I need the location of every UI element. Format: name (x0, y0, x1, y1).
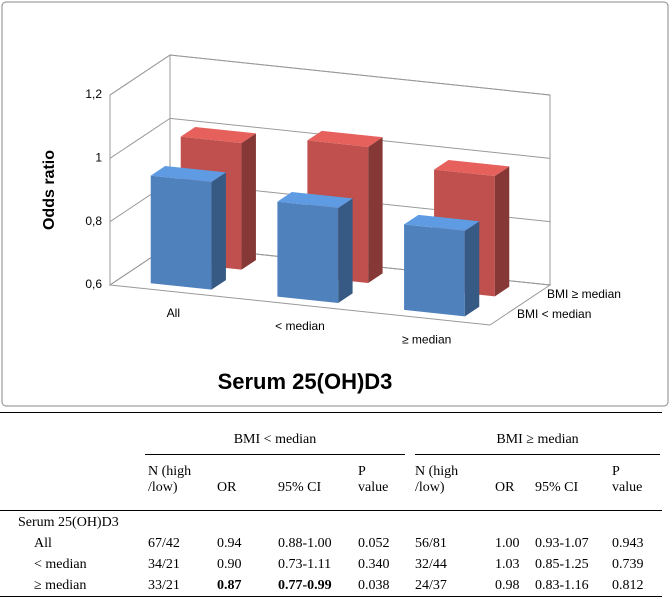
section-label: Serum 25(OH)D3 (18, 515, 119, 530)
cell: 34/21 (148, 557, 180, 572)
bar (404, 214, 480, 317)
bar-side (338, 198, 353, 303)
cell: 0.88-1.00 (278, 536, 332, 551)
cell: 0.87 (217, 578, 242, 593)
results-table: BMI < median BMI ≥ median N (high /low) OR 9… (0, 410, 672, 599)
cell: 0.812 (612, 578, 644, 593)
column-header: P value (612, 464, 643, 495)
column-header: P value (358, 464, 389, 495)
bar-front (150, 175, 212, 290)
cell: 56/81 (415, 536, 447, 551)
cell: 67/42 (148, 536, 180, 551)
cell: 0.340 (358, 557, 390, 572)
x-axis-label: Serum 25(OH)D3 (218, 369, 393, 394)
grid-line (109, 54, 551, 96)
x-tick-label: All (167, 306, 180, 320)
chart: Odds ratio Serum 25(OH)D3 0,6 0,8 1 1,2 All <… (1, 1, 669, 407)
rule (0, 596, 662, 597)
y-tick-label: 0,6 (85, 277, 102, 291)
cell: 0.93-1.07 (535, 536, 589, 551)
group-header: BMI < median (233, 432, 317, 447)
series-label: BMI ≥ median (547, 287, 621, 301)
row-label: < median (34, 557, 87, 572)
series-label: BMI < median (517, 307, 591, 321)
row-label: All (34, 536, 52, 551)
bar-top (434, 160, 510, 176)
cell: 24/37 (415, 578, 447, 593)
rule (415, 454, 660, 455)
group-header: BMI ≥ median (496, 432, 579, 447)
cell: 0.85-1.25 (535, 557, 589, 572)
column-header: OR (217, 480, 237, 495)
bar-front (277, 201, 339, 303)
cell: 0.98 (495, 578, 520, 593)
cell: 32/44 (415, 557, 447, 572)
bar-side (211, 172, 226, 290)
cell: 0.73-1.11 (278, 557, 332, 572)
column-header: N (high /low) (415, 464, 459, 495)
bar-top (180, 127, 256, 143)
cell: 0.90 (217, 557, 242, 572)
cell: 0.739 (612, 557, 644, 572)
rule (145, 454, 405, 455)
bar (277, 192, 353, 303)
x-tick-label: < median (275, 319, 325, 333)
cell: 0.77-0.99 (278, 578, 332, 593)
bar-top (150, 166, 226, 182)
bar-side (494, 166, 510, 297)
cell: 1.00 (495, 536, 520, 551)
cell: 0.943 (612, 536, 644, 551)
rule (0, 412, 662, 413)
bar-top (404, 214, 480, 231)
rule (0, 510, 662, 511)
y-tick-label: 1 (95, 151, 102, 165)
row-label: ≥ median (34, 578, 87, 593)
column-header: 95% CI (535, 480, 579, 495)
column-header: OR (495, 480, 515, 495)
column-header: N (high /low) (148, 464, 192, 495)
cell: 0.83-1.16 (535, 578, 589, 593)
cell: 0.052 (358, 536, 390, 551)
y-axis-label: Odds ratio (41, 150, 58, 230)
cell: 0.94 (217, 536, 242, 551)
y-tick-label: 1,2 (85, 87, 102, 101)
column-header: 95% CI (278, 480, 322, 495)
bar-front (404, 224, 465, 317)
bar-side (368, 137, 383, 283)
bar (150, 166, 226, 290)
bar-side (241, 133, 256, 270)
bar-side (464, 221, 480, 317)
bar-top (277, 192, 353, 208)
bar-top (307, 130, 383, 147)
cell: 1.03 (495, 557, 520, 572)
grid-line (109, 117, 551, 159)
y-tick-label: 0,8 (85, 214, 102, 228)
cell: 33/21 (148, 578, 180, 593)
cell: 0.038 (358, 578, 390, 593)
x-tick-label: ≥ median (402, 333, 451, 347)
